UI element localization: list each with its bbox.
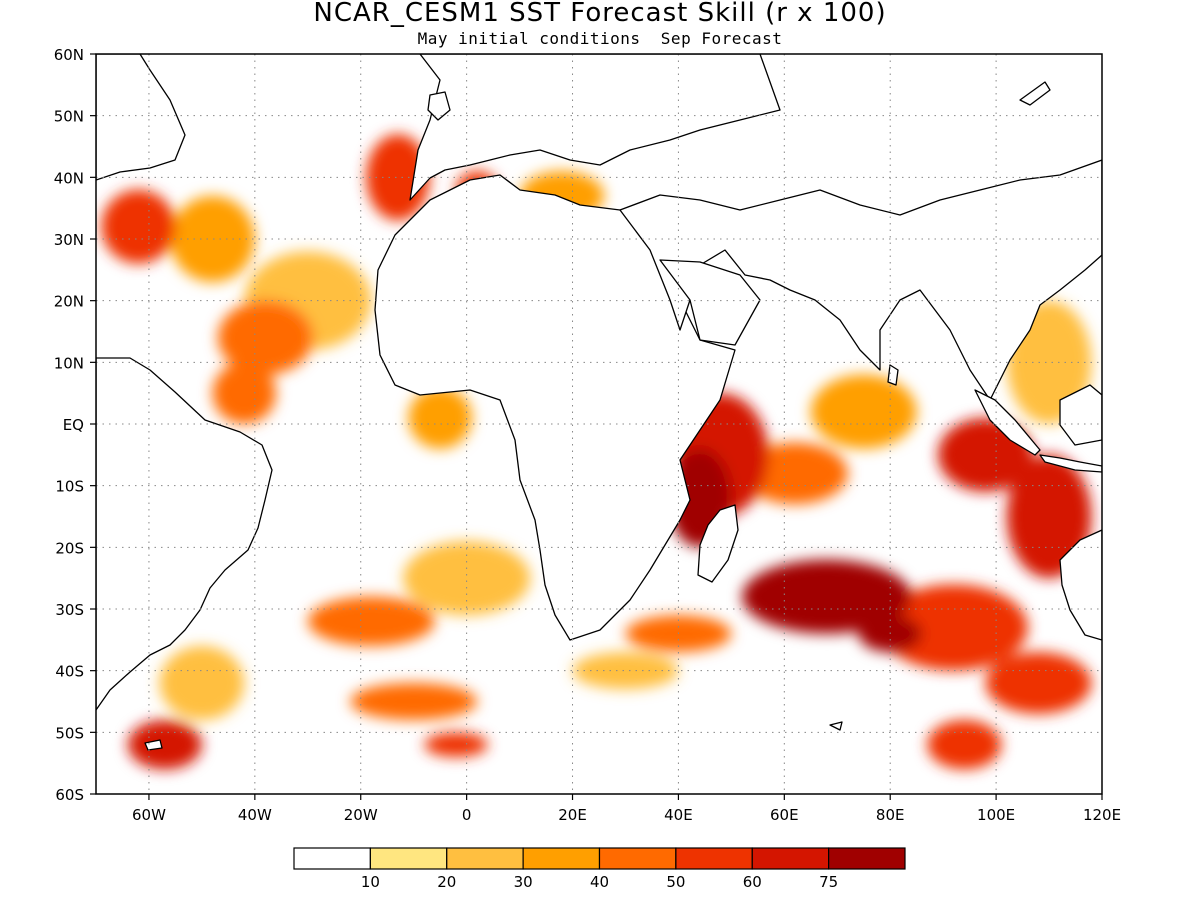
colorbar-label: 20	[437, 873, 456, 891]
skill-region	[985, 652, 1092, 714]
colorbar-swatch	[293, 847, 371, 870]
sumatra-land	[974, 389, 1041, 456]
y-tick-label: 60S	[55, 786, 84, 804]
y-tick-label: 50S	[55, 724, 84, 742]
americas-land	[96, 54, 186, 181]
landmasses	[96, 54, 1102, 751]
skill-region	[879, 584, 1028, 671]
colorbar-label: 60	[743, 873, 762, 891]
colorbar-swatch	[369, 847, 448, 870]
kerguelen-land	[829, 721, 843, 731]
skill-region	[572, 652, 679, 690]
x-tick-label: 60W	[132, 806, 166, 824]
x-tick-label: 40W	[238, 806, 272, 824]
falklands-land	[144, 739, 163, 751]
colorbar-label: 30	[514, 873, 533, 891]
colorbar-swatch	[751, 847, 830, 870]
y-tick-label: 50N	[54, 108, 84, 126]
x-tick-label: 20W	[344, 806, 378, 824]
y-tick-label: 30S	[55, 601, 84, 619]
colorbar-label: 40	[590, 873, 609, 891]
europe-land	[409, 54, 781, 201]
skill-region	[424, 732, 488, 758]
japan-sakhalin-land	[1019, 81, 1051, 106]
sri-lanka-land	[887, 364, 899, 386]
skill-region	[212, 362, 277, 424]
skill-region	[403, 541, 531, 616]
x-tick-label: 80E	[876, 806, 905, 824]
skill-region	[741, 559, 912, 634]
x-tick-label: 20E	[558, 806, 587, 824]
y-tick-label: 10S	[55, 478, 84, 496]
borneo-land	[1059, 384, 1102, 446]
skill-region	[127, 720, 202, 770]
colorbar-label: 50	[666, 873, 685, 891]
x-tick-label: 0	[462, 806, 472, 824]
australia-land	[1059, 529, 1102, 641]
y-tick-label: 60N	[54, 46, 84, 64]
skill-region	[307, 596, 435, 646]
x-tick-label: 40E	[664, 806, 693, 824]
south-america-land	[96, 357, 273, 711]
skill-region	[217, 300, 314, 375]
y-tick-label: 20N	[54, 293, 84, 311]
y-tick-label: 30N	[54, 231, 84, 249]
y-tick-label: 20S	[55, 539, 84, 557]
skill-field	[101, 134, 1092, 770]
skill-region	[350, 683, 478, 720]
java-land	[1039, 454, 1102, 473]
skill-region	[927, 720, 1002, 770]
colorbar: 10 20 30 40 50 60 75	[293, 847, 906, 891]
colorbar-label: 75	[819, 873, 838, 891]
x-tick-label: 60E	[770, 806, 799, 824]
skill-region	[1006, 454, 1092, 579]
british-isles-land	[427, 91, 451, 121]
y-tick-label: 10N	[54, 354, 84, 372]
asia-land	[619, 159, 1102, 401]
madagascar-land	[697, 504, 739, 583]
skill-region	[408, 387, 472, 449]
x-tick-label: 100E	[977, 806, 1015, 824]
colorbar-swatch	[675, 847, 753, 870]
skill-region	[170, 195, 255, 283]
skill-region	[741, 442, 848, 505]
colorbar-swatch	[598, 847, 677, 870]
colorbar-swatch	[828, 847, 906, 870]
map-axes: 60W 40W 20W 0 20E 40E 60E 80E 100E 120E 60N 50N 40N 3…	[54, 46, 1121, 824]
skill-region	[810, 374, 917, 449]
skill-region	[366, 134, 430, 221]
skill-region	[101, 189, 176, 264]
colorbar-swatch	[446, 847, 524, 870]
arabia-land	[659, 259, 761, 346]
y-tick-label: 40S	[55, 663, 84, 681]
x-tick-label: 120E	[1083, 806, 1121, 824]
colorbar-swatch	[522, 847, 601, 870]
skill-region	[159, 646, 245, 720]
y-tick-label: 40N	[54, 169, 84, 187]
colorbar-label: 10	[361, 873, 380, 891]
y-tick-label: EQ	[63, 416, 84, 434]
chart-title: NCAR_CESM1 SST Forecast Skill (r x 100)	[313, 0, 887, 28]
chart-subtitle: May initial conditions Sep Forecast	[417, 29, 783, 48]
